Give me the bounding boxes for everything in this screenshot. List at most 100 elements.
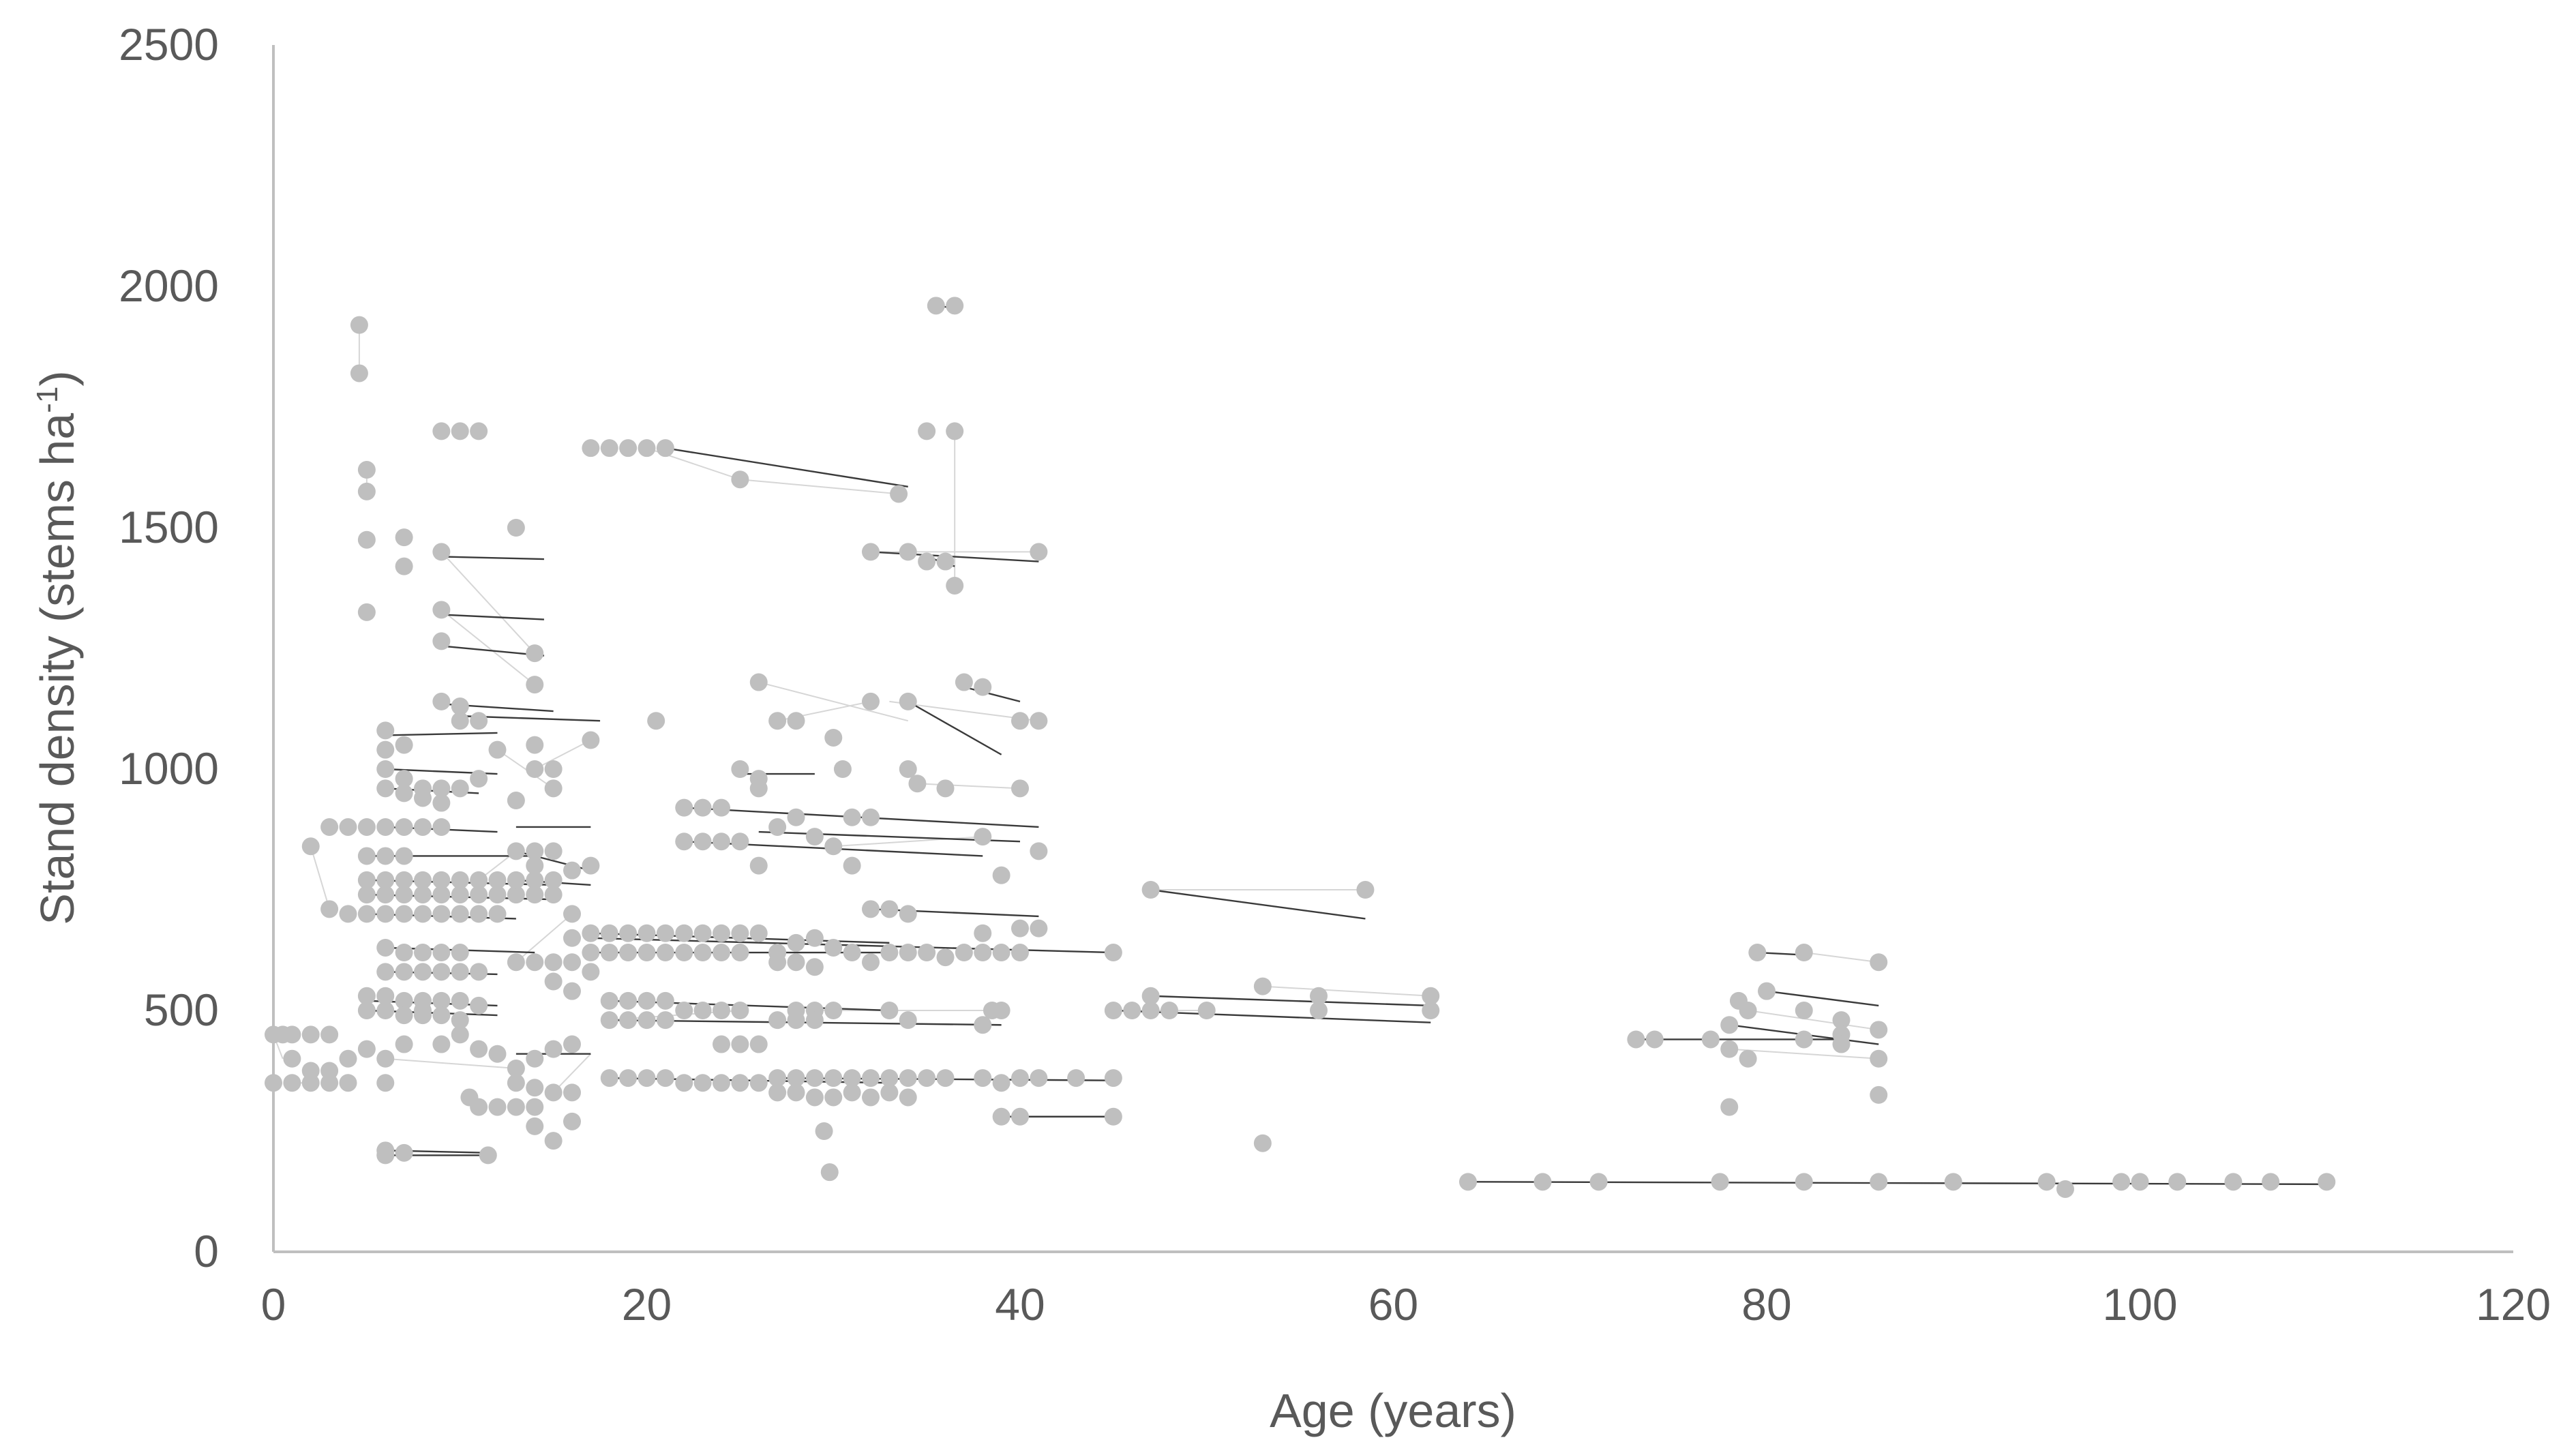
data-point bbox=[1832, 1011, 1851, 1030]
trend-line bbox=[441, 614, 544, 620]
data-point bbox=[862, 1088, 880, 1107]
data-point bbox=[582, 944, 600, 962]
data-point bbox=[544, 871, 563, 889]
data-point bbox=[301, 1062, 320, 1080]
data-point bbox=[693, 944, 712, 962]
data-point bbox=[544, 1083, 563, 1102]
data-point bbox=[488, 1045, 507, 1063]
data-point bbox=[395, 1035, 413, 1053]
connector-line bbox=[740, 479, 899, 495]
data-point bbox=[890, 485, 908, 503]
data-point bbox=[470, 886, 488, 904]
data-point bbox=[1030, 842, 1048, 860]
connector-line bbox=[534, 739, 591, 770]
y-axis-title: Stand density (stems ha-1) bbox=[31, 370, 84, 925]
data-point bbox=[488, 871, 507, 889]
data-point bbox=[1870, 1021, 1888, 1039]
data-point bbox=[749, 673, 768, 691]
data-point bbox=[731, 1074, 749, 1092]
data-point bbox=[974, 1016, 992, 1034]
data-point bbox=[749, 779, 768, 798]
y-tick-label: 2000 bbox=[119, 260, 219, 311]
data-point bbox=[357, 905, 376, 923]
connector-line bbox=[310, 845, 331, 910]
data-point bbox=[395, 871, 413, 889]
data-point bbox=[526, 886, 544, 904]
data-point bbox=[713, 798, 730, 817]
data-point bbox=[880, 1069, 899, 1088]
connector-lines bbox=[273, 325, 1879, 1094]
data-point bbox=[1104, 1107, 1122, 1126]
data-point bbox=[526, 736, 544, 754]
data-point bbox=[749, 856, 768, 875]
data-point bbox=[974, 828, 992, 846]
connector-line bbox=[1803, 952, 1879, 963]
data-point bbox=[638, 991, 656, 1010]
data-point bbox=[357, 1002, 376, 1019]
data-point bbox=[805, 958, 824, 976]
x-tick-label: 60 bbox=[1368, 1279, 1418, 1330]
data-point bbox=[350, 364, 368, 382]
data-point bbox=[1011, 919, 1029, 937]
y-axis-title-close: ) bbox=[31, 370, 84, 386]
data-point bbox=[283, 1025, 301, 1044]
y-axis-title-superscript: -1 bbox=[31, 387, 64, 413]
data-point bbox=[395, 770, 413, 788]
data-point bbox=[787, 933, 805, 952]
data-point bbox=[899, 1011, 917, 1030]
data-point bbox=[600, 944, 618, 962]
data-point bbox=[862, 953, 880, 972]
data-point bbox=[507, 1098, 525, 1116]
data-point bbox=[507, 792, 525, 810]
data-point bbox=[432, 601, 451, 619]
data-point bbox=[619, 944, 638, 962]
data-point bbox=[787, 712, 805, 730]
data-point bbox=[357, 603, 376, 621]
data-point bbox=[787, 808, 805, 826]
data-point bbox=[376, 847, 395, 865]
data-point bbox=[880, 900, 899, 918]
data-point bbox=[974, 678, 992, 696]
connector-line bbox=[1748, 1010, 1879, 1031]
data-point bbox=[1011, 1069, 1029, 1088]
data-point bbox=[1748, 944, 1767, 962]
data-point bbox=[1104, 1069, 1122, 1088]
data-point bbox=[992, 944, 1010, 962]
data-point bbox=[918, 944, 936, 962]
data-point bbox=[731, 944, 749, 962]
data-point bbox=[1739, 1049, 1757, 1068]
data-point bbox=[470, 1040, 488, 1058]
connector-line bbox=[440, 551, 535, 654]
data-point bbox=[675, 1074, 693, 1092]
data-point bbox=[2112, 1173, 2131, 1191]
data-point bbox=[451, 697, 469, 715]
trend-line bbox=[665, 447, 908, 488]
x-tick-label: 100 bbox=[2102, 1279, 2177, 1330]
data-point bbox=[320, 817, 339, 836]
data-point bbox=[2056, 1180, 2074, 1198]
data-point bbox=[749, 1035, 768, 1053]
data-point bbox=[320, 900, 339, 918]
data-point bbox=[451, 871, 469, 889]
data-point bbox=[376, 905, 395, 923]
data-point bbox=[656, 944, 674, 962]
data-point bbox=[432, 963, 451, 981]
data-point bbox=[675, 798, 693, 817]
data-point bbox=[2262, 1173, 2280, 1191]
y-tick-label: 1000 bbox=[119, 743, 219, 794]
data-point bbox=[414, 1002, 432, 1019]
data-point bbox=[1197, 1002, 1216, 1019]
data-point bbox=[862, 808, 880, 826]
data-point bbox=[1944, 1173, 1962, 1191]
data-point bbox=[1123, 1002, 1141, 1019]
data-point bbox=[647, 712, 665, 730]
connector-line bbox=[1262, 985, 1431, 997]
data-point bbox=[376, 963, 395, 981]
data-point bbox=[731, 1035, 749, 1053]
data-point bbox=[470, 422, 488, 440]
data-point bbox=[283, 1074, 301, 1092]
data-point bbox=[1758, 982, 1776, 1000]
trend-line bbox=[385, 732, 498, 736]
connector-line bbox=[385, 1058, 516, 1069]
data-point bbox=[526, 760, 544, 778]
